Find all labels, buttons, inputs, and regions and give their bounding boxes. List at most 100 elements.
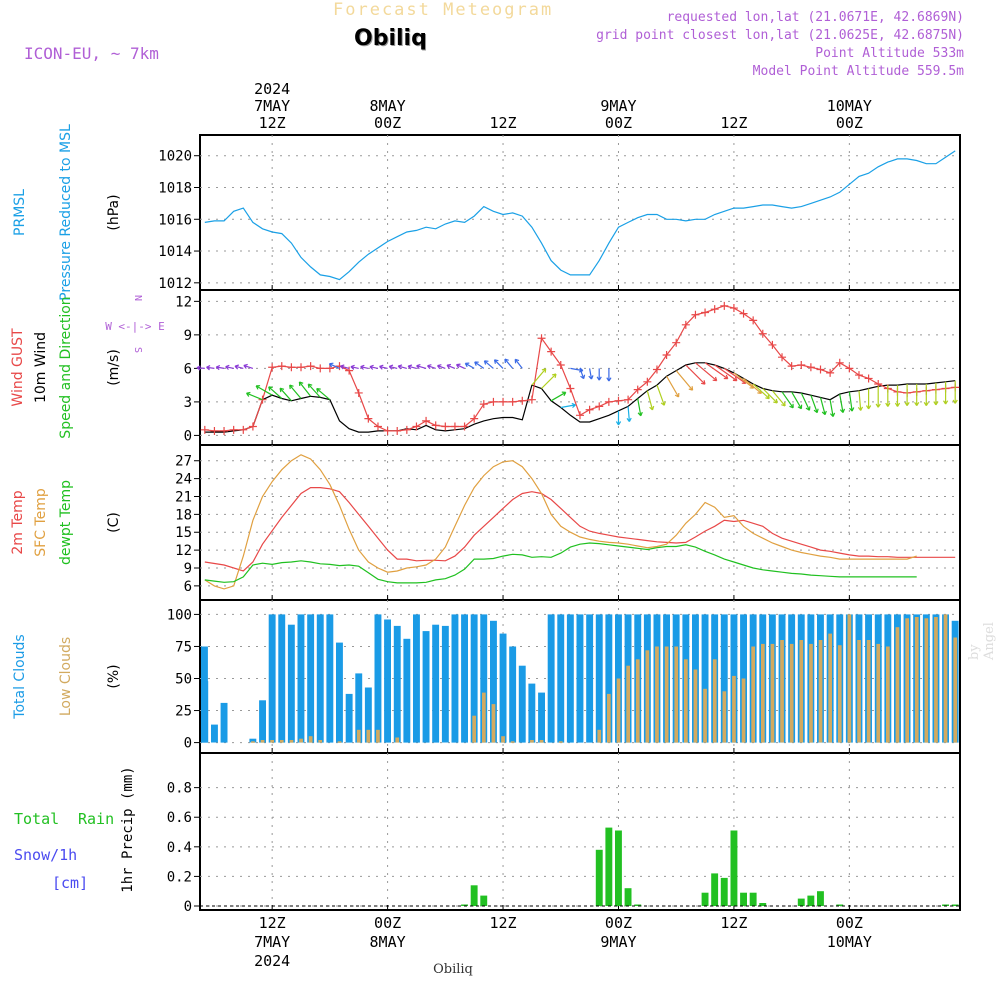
gust-marker [316,364,325,373]
wind-direction-arrow [752,383,770,400]
gust-marker [499,397,508,406]
gust-marker [643,377,652,386]
total-cloud-bar [393,625,401,743]
wind-direction-arrow [894,385,901,407]
gust-marker [547,347,556,356]
gust-marker [778,353,787,362]
rain-bar [624,888,632,906]
rain-bar [807,895,815,906]
wind-direction-arrow [588,368,594,380]
low-cloud-bar [934,617,938,743]
gust-marker [518,396,527,405]
wind-direction-arrow [560,402,576,409]
temperature-ytick-label: 18 [175,507,192,523]
wind-direction-arrow [839,393,846,414]
low-cloud-bar [828,633,832,743]
bottom-time-label: 7MAY [254,933,290,951]
wind-direction-arrow [531,368,547,386]
rain-bar [701,892,709,906]
wind-direction-arrow [243,363,254,369]
wind-direction-arrow [483,360,494,369]
gust-marker [229,425,238,434]
gust-marker [354,388,363,397]
low-cloud-bar [818,640,823,743]
low-cloud-bar [376,729,380,743]
low-cloud-bar [895,627,900,743]
wind-direction-arrow [474,361,485,369]
gust-marker [845,364,854,373]
precip-panel [194,752,961,911]
low-cloud-bar [635,659,640,743]
total-cloud-bar [413,614,420,743]
gust-marker [566,384,575,393]
wind-direction-arrow [875,386,881,408]
total-cloud-bar [490,620,497,743]
pressure-ytick-label: 1012 [158,276,192,292]
gust-marker [758,329,767,338]
low-cloud-bar [943,614,948,743]
gust-marker [816,365,825,374]
rain-bar [634,904,642,906]
low-cloud-bar [741,678,746,743]
gust-marker [701,308,710,317]
clouds-ytick-label: 75 [175,639,192,655]
rain-bar [480,895,488,906]
total-cloud-bar [538,692,545,743]
rain-bar [749,892,757,906]
gust-marker [710,305,719,314]
total-cloud-bar [518,665,526,743]
total-cloud-bar [547,614,555,743]
clouds-ytick-label: 50 [175,672,192,688]
wind-direction-arrow [388,364,398,370]
low-cloud-bar [693,669,698,743]
gust-marker [277,362,286,371]
wind-direction-arrow [397,364,407,370]
gust-marker [325,364,334,373]
gust-marker [431,421,440,430]
low-cloud-bar [279,740,284,743]
total-cloud-bar [384,619,391,743]
gust-marker [652,365,661,374]
gust-marker [739,309,748,318]
low-cloud-bar [914,617,919,743]
footer-station: Obiliq [433,962,473,977]
gust-marker [691,310,700,319]
temperature-ylabel: SFC Temp [33,488,49,557]
pressure-ytick-label: 1016 [158,212,192,228]
wind-direction-arrow [810,394,819,414]
top-time-label: 8MAY [370,97,406,115]
clouds-ytick-label: 100 [167,607,192,623]
top-time-label: 7MAY [254,97,290,115]
gust-marker [681,320,690,329]
bottom-time-label: 12Z [259,914,286,932]
gust-marker [787,362,796,371]
low-cloud-bar [655,646,659,743]
wind-direction-arrow [914,384,920,407]
low-cloud-bar [289,740,294,743]
clouds-panel [194,599,961,754]
low-cloud-bar [886,646,890,743]
gust-marker [470,414,479,423]
wind-ytick-label: 12 [175,294,192,310]
gust-marker [806,363,815,372]
gust-marker [210,426,219,435]
gust-marker [402,425,411,434]
wind-direction-arrow [933,382,939,406]
pressure-ylabel: PRMSL [12,189,28,236]
temperature-ylabel: dewpt Temp [58,480,74,565]
pressure-ylabel: Pressure Reduced to MSL [58,124,74,301]
total-cloud-bar [297,614,305,743]
precip-ytick-label: 0 [184,899,192,915]
wind-direction-arrow [206,365,215,371]
wind-direction-arrow [695,362,718,382]
gust-marker [220,426,229,435]
total-cloud-bar [566,614,574,743]
low-cloud-bar [674,646,679,743]
low-cloud-bar [722,691,727,743]
low-cloud-bar [780,640,784,743]
precip-label-unit: [cm] [52,874,88,892]
gust-marker [268,363,277,372]
wind-direction-arrow [579,368,586,380]
total-cloud-bar [720,614,728,743]
rain-bar [836,904,844,906]
